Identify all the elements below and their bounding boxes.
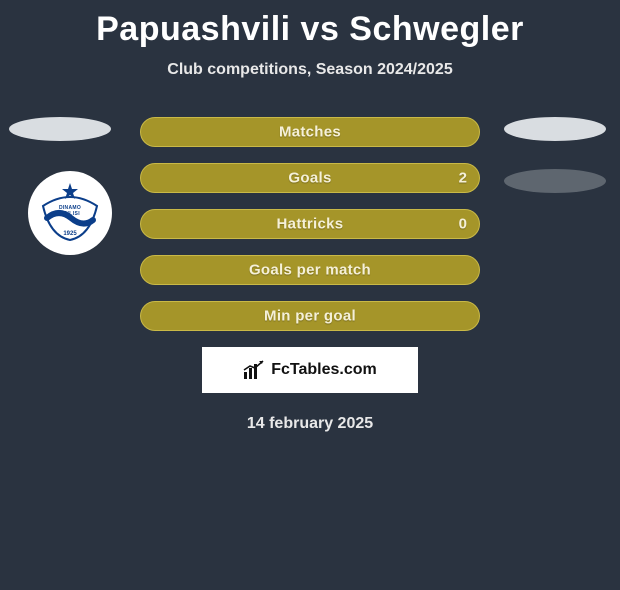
stat-label: Goals (141, 170, 479, 187)
stat-label: Hattricks (141, 216, 479, 233)
club-badge-icon: DINAMO TBILISI 1925 (35, 178, 105, 248)
stat-rows: Matches Goals 2 Hattricks 0 Goals per ma… (140, 117, 480, 331)
stat-label: Goals per match (141, 262, 479, 279)
stat-row: Matches (140, 117, 480, 147)
brand-box: FcTables.com (202, 347, 418, 393)
right-ellipse-mid (504, 169, 606, 193)
date-label: 14 february 2025 (0, 415, 620, 433)
stat-value-right: 0 (459, 216, 467, 233)
stat-row: Goals 2 (140, 163, 480, 193)
club-badge: DINAMO TBILISI 1925 (28, 171, 112, 255)
right-ellipse-top (504, 117, 606, 141)
subtitle: Club competitions, Season 2024/2025 (0, 61, 620, 79)
stat-label: Min per goal (141, 308, 479, 325)
page-title: Papuashvili vs Schwegler (0, 10, 620, 49)
stat-value-right: 2 (459, 170, 467, 187)
stat-row: Hattricks 0 (140, 209, 480, 239)
stat-label: Matches (141, 124, 479, 141)
brand-label: FcTables.com (271, 361, 377, 379)
stat-row: Goals per match (140, 255, 480, 285)
brand-icon (243, 360, 265, 380)
left-ellipse (9, 117, 111, 141)
stat-row: Min per goal (140, 301, 480, 331)
svg-text:1925: 1925 (63, 231, 77, 237)
comparison-block: DINAMO TBILISI 1925 Matches Goals 2 Hatt… (0, 117, 620, 433)
